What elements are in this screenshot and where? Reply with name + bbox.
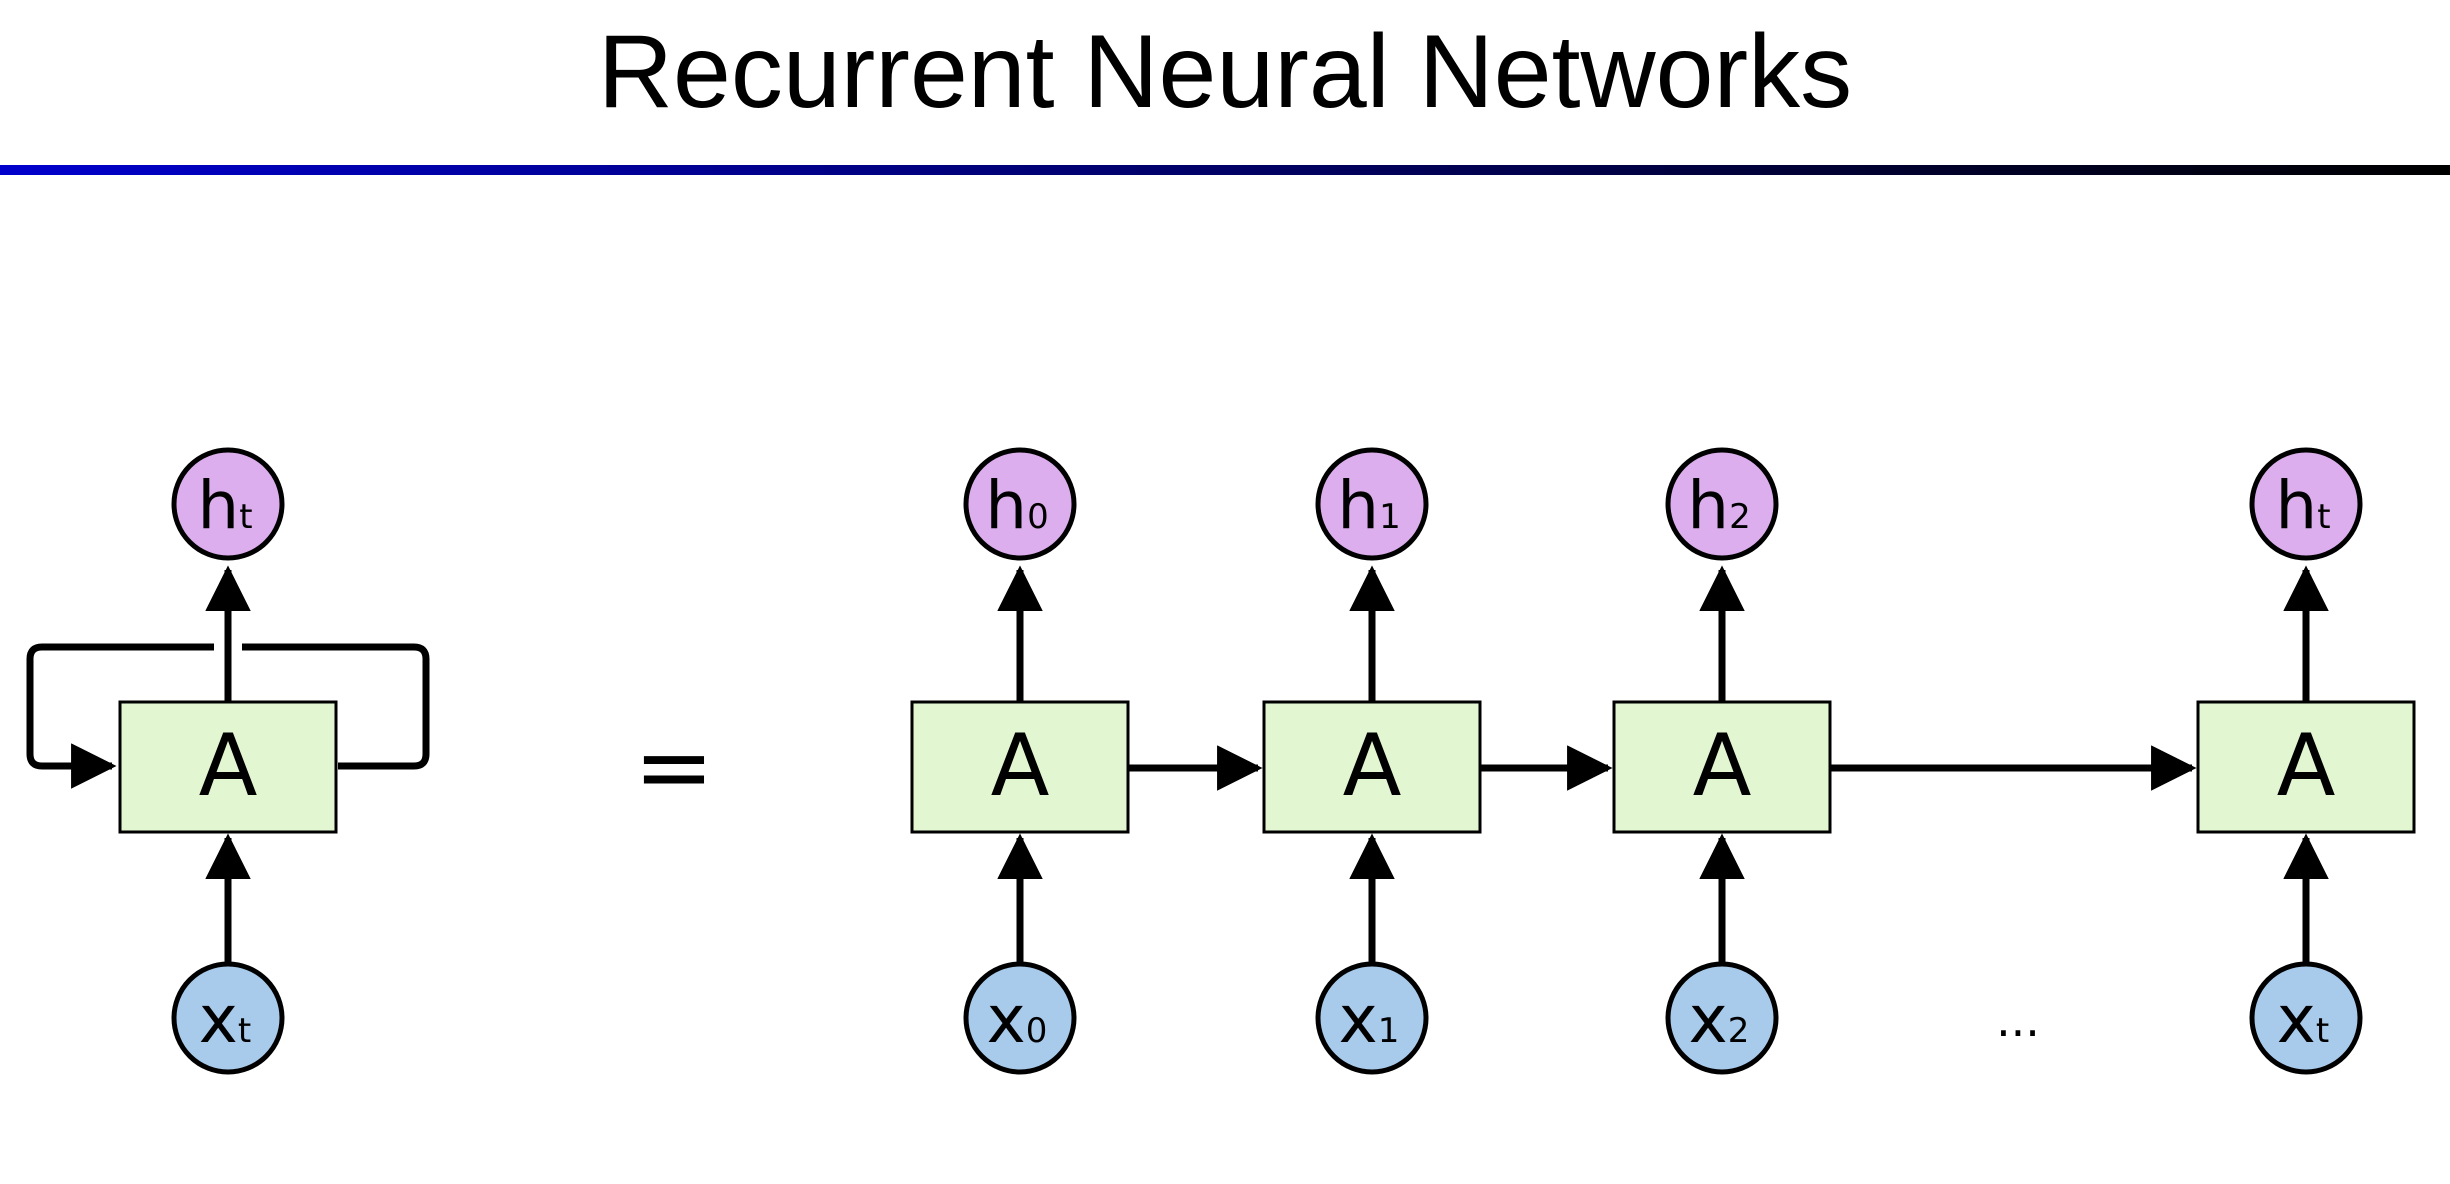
unrolled-cell-3	[2196, 700, 2416, 834]
unrolled-input-node-3	[2249, 961, 2363, 1075]
unrolled-cell-1-label: A	[1343, 716, 1402, 816]
unrolled-output-node-3-label: ht	[2275, 467, 2330, 544]
unrolled-cell-3-label: A	[2277, 716, 2336, 816]
unrolled-cell-0-label: A	[991, 716, 1050, 816]
rolled-cell-a	[118, 700, 338, 834]
rolled-output-node	[171, 447, 285, 561]
equals-sign: =	[634, 711, 714, 823]
rolled-input-node-label: xt	[199, 981, 251, 1058]
slide-title: Recurrent Neural Networks	[597, 14, 1853, 130]
rolled-cell-a-label: A	[199, 716, 258, 816]
unrolled-input-node-0-label: x0	[987, 981, 1048, 1058]
unrolled-input-node-2	[1665, 961, 1779, 1075]
unrolled-output-node-1-label: h1	[1337, 467, 1400, 544]
unrolled-output-node-1	[1315, 447, 1429, 561]
unrolled-input-node-0	[963, 961, 1077, 1075]
unrolled-cell-2	[1612, 700, 1832, 834]
unrolled-input-node-2-label: x2	[1689, 981, 1750, 1058]
title-rule	[0, 165, 2450, 175]
unrolled-input-node-3-label: xt	[2277, 981, 2329, 1058]
recurrent-loop-left	[26, 643, 214, 789]
unrolled-cell-2-label: A	[1693, 716, 1752, 816]
rolled-output-node-label: ht	[197, 467, 252, 544]
unrolled-cell-1	[1262, 700, 1482, 834]
rolled-input-node	[171, 961, 285, 1075]
ellipsis-text: ...	[1996, 993, 2040, 1047]
unrolled-output-node-0	[963, 447, 1077, 561]
unrolled-input-node-1	[1315, 961, 1429, 1075]
recurrent-loop-right	[242, 643, 430, 770]
unrolled-input-node-1-label: x1	[1339, 981, 1400, 1058]
unrolled-output-node-3	[2249, 447, 2363, 561]
unrolled-output-node-2-label: h2	[1687, 467, 1750, 544]
unrolled-output-node-0-label: h0	[985, 467, 1048, 544]
unrolled-output-node-2	[1665, 447, 1779, 561]
